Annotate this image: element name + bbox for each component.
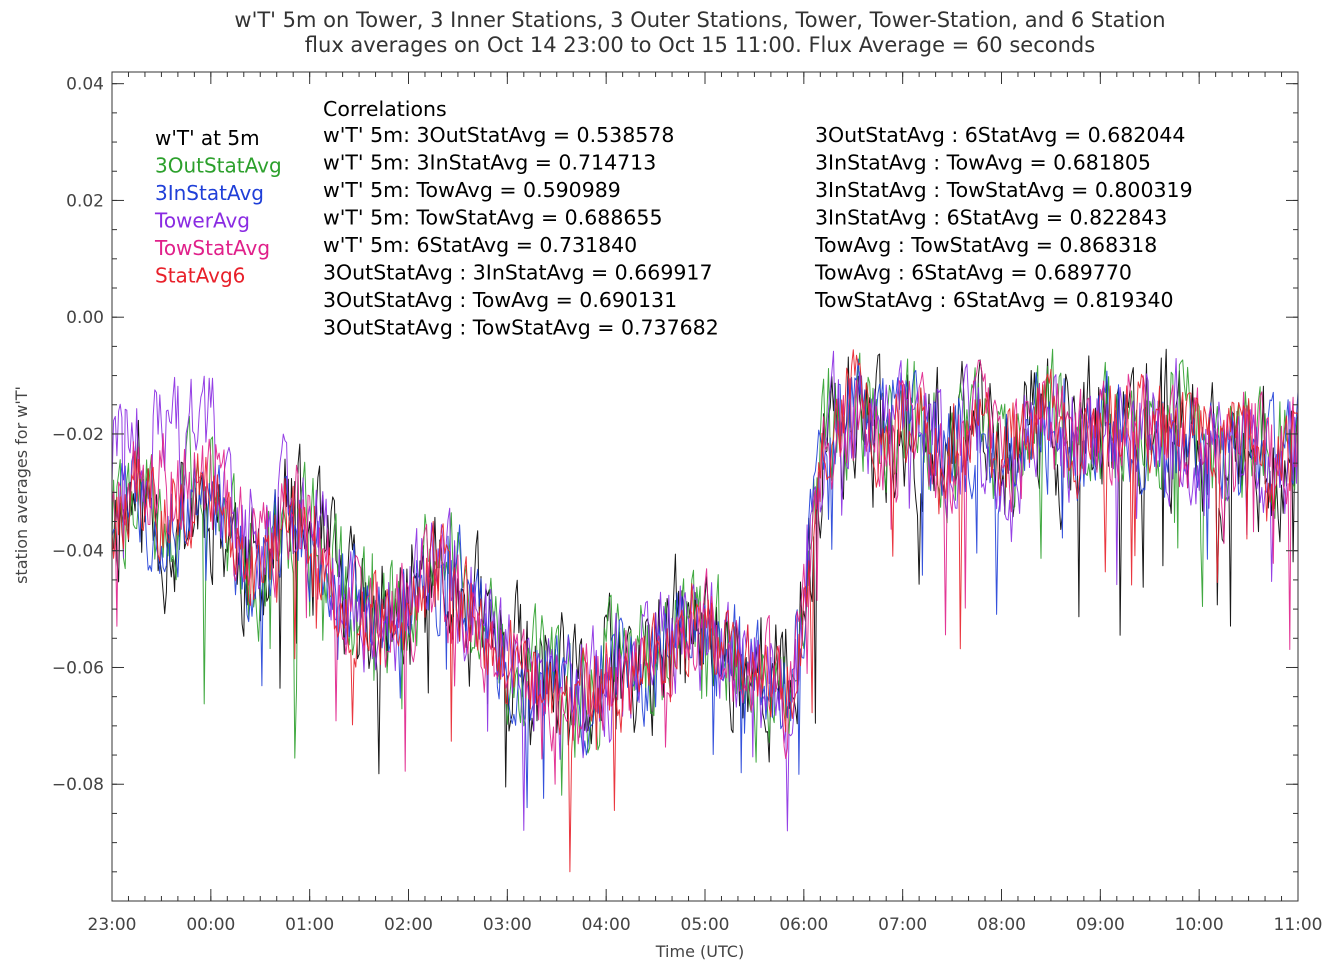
x-tick-label: 06:00	[779, 915, 828, 935]
legend-entry: w'T' at 5m	[155, 126, 260, 150]
chart-title: w'T' 5m on Tower, 3 Inner Stations, 3 Ou…	[234, 8, 1165, 32]
axes-layer: 23:00 00:00 01:00 02:00 03:00 04:00 05:00 06:00…	[52, 71, 1323, 935]
legend-entry: TowerAvg	[154, 209, 250, 233]
correlation-entry: TowStatAvg : 6StatAvg = 0.819340	[814, 288, 1174, 312]
chart-subtitle: flux averages on Oct 14 23:00 to Oct 15 …	[305, 33, 1095, 57]
y-tick-label: −0.02	[52, 425, 104, 445]
correlation-entry: 3InStatAvg : TowAvg = 0.681805	[815, 151, 1151, 175]
x-tick-label: 08:00	[977, 915, 1026, 935]
legend-entry: 3InStatAvg	[155, 181, 264, 205]
correlation-entry: w'T' 5m: 6StatAvg = 0.731840	[323, 233, 637, 257]
x-tick-label: 01:00	[285, 915, 334, 935]
legend-entry: StatAvg6	[155, 264, 245, 288]
correlation-entry: 3InStatAvg : TowStatAvg = 0.800319	[815, 178, 1193, 202]
x-tick-label: 05:00	[681, 915, 730, 935]
y-tick-label: 0.00	[66, 308, 104, 328]
correlation-entry: 3InStatAvg : 6StatAvg = 0.822843	[815, 206, 1167, 230]
x-tick-label: 07:00	[878, 915, 927, 935]
correlation-entry: 3OutStatAvg : 3InStatAvg = 0.669917	[323, 261, 713, 285]
series-line	[111, 348, 1299, 788]
correlation-entry: 3OutStatAvg : TowAvg = 0.690131	[323, 288, 677, 312]
x-tick-label: 00:00	[186, 915, 235, 935]
series-line	[111, 348, 1299, 796]
x-tick-label: 04:00	[582, 915, 631, 935]
x-tick-label: 23:00	[88, 915, 137, 935]
x-axis-label: Time (UTC)	[655, 942, 744, 961]
y-tick-label: 0.04	[66, 75, 104, 95]
x-tick-label: 02:00	[384, 915, 433, 935]
legend-entry: 3OutStatAvg	[155, 154, 282, 178]
correlation-entry: TowAvg : TowStatAvg = 0.868318	[814, 233, 1157, 257]
correlation-entry: 3OutStatAvg : TowStatAvg = 0.737682	[323, 316, 719, 340]
series-line	[111, 349, 1299, 873]
y-tick-label: −0.06	[52, 658, 104, 678]
legend: w'T' at 5m 3OutStatAvg 3InStatAvg TowerAvg T…	[154, 126, 282, 288]
legend-entry: TowStatAvg	[154, 236, 270, 260]
correlation-entry: w'T' 5m: TowAvg = 0.590989	[323, 178, 621, 202]
x-tick-label: 09:00	[1076, 915, 1125, 935]
correlation-entry: w'T' 5m: 3InStatAvg = 0.714713	[323, 151, 656, 175]
y-tick-label: −0.04	[52, 542, 104, 562]
x-tick-label: 11:00	[1274, 915, 1323, 935]
x-tick-label: 03:00	[483, 915, 532, 935]
correlation-entry: w'T' 5m: 3OutStatAvg = 0.538578	[323, 123, 674, 147]
correlation-entry: 3OutStatAvg : 6StatAvg = 0.682044	[815, 123, 1185, 147]
correlations-heading: Correlations	[323, 97, 447, 121]
y-tick-label: 0.02	[66, 191, 104, 211]
x-tick-label: 10:00	[1175, 915, 1224, 935]
y-tick-label: −0.08	[52, 775, 104, 795]
correlation-entry: TowAvg : 6StatAvg = 0.689770	[814, 261, 1132, 285]
series-line	[111, 359, 1299, 785]
series-layer	[111, 348, 1299, 873]
y-axis-label: station averages for w'T'	[12, 386, 31, 584]
series-line	[111, 358, 1299, 809]
correlation-entry: w'T' 5m: TowStatAvg = 0.688655	[323, 206, 663, 230]
